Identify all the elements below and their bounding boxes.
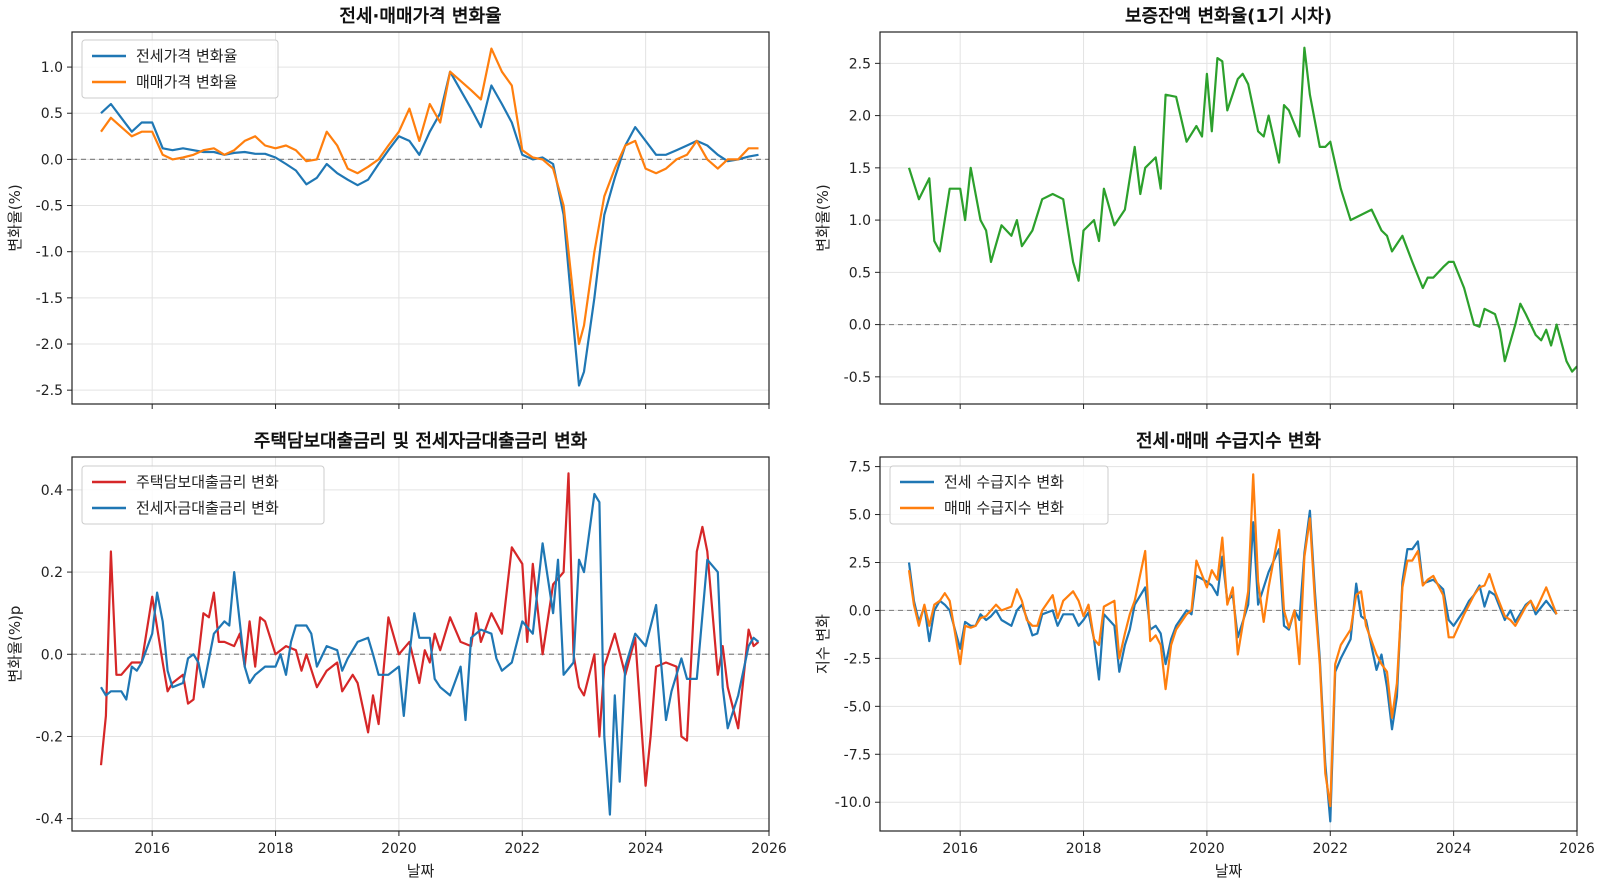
chart-title: 주택담보대출금리 및 전세자금대출금리 변화 xyxy=(254,431,588,452)
x-tick-label: 2024 xyxy=(1436,841,1472,857)
y-tick-label: 0.4 xyxy=(41,483,63,499)
plot-frame xyxy=(879,456,1578,832)
legend-label: 매매 수급지수 변화 xyxy=(944,499,1064,517)
y-tick-label: 1.0 xyxy=(41,60,63,76)
series-line-1 xyxy=(100,492,760,816)
plot-frame xyxy=(879,31,1578,405)
legend-label: 전세자금대출금리 변화 xyxy=(136,499,279,517)
series-line-1 xyxy=(907,473,1558,808)
y-tick-label: 5.0 xyxy=(849,508,871,524)
y-tick-label: 0.5 xyxy=(41,106,63,122)
x-tick-label: 2018 xyxy=(258,841,294,857)
x-tick-label: 2020 xyxy=(1189,841,1225,857)
legend-label: 매매가격 변화율 xyxy=(136,73,237,91)
y-tick-label: 0.0 xyxy=(41,152,63,168)
y-tick-label: -7.5 xyxy=(844,747,871,763)
y-tick-label: -0.5 xyxy=(844,370,871,386)
plot-frame xyxy=(71,456,770,832)
y-tick-label: 1.0 xyxy=(849,213,871,229)
y-tick-label: -1.5 xyxy=(36,291,63,307)
y-tick-label: 0.2 xyxy=(41,565,63,581)
legend-label: 전세가격 변화율 xyxy=(136,47,237,65)
chart-panel-2: 2016 2018 2020 2022 2024 2026 0.4 0.2 0.0 -0.2 -0.… xyxy=(6,431,787,880)
x-tick-label: 2022 xyxy=(1312,841,1348,857)
y-tick-label: 0.0 xyxy=(849,603,871,619)
y-tick-label: 2.5 xyxy=(849,555,871,571)
legend-box xyxy=(81,465,325,525)
y-tick-label: 0.0 xyxy=(849,318,871,334)
x-tick-label: 2022 xyxy=(504,841,540,857)
y-axis-label: 변화율(%) xyxy=(814,184,832,251)
y-tick-label: 2.5 xyxy=(849,56,871,72)
y-tick-label: 1.5 xyxy=(849,161,871,177)
y-tick-label: -5.0 xyxy=(844,699,871,715)
chart-panel-3: 2016 2018 2020 2022 2024 2026 7.5 5.0 2.5 0.0 -2.5… xyxy=(814,431,1595,880)
x-tick-label: 2026 xyxy=(1559,841,1595,857)
y-tick-label: 2.0 xyxy=(849,109,871,125)
x-axis-label: 날짜 xyxy=(1215,862,1243,880)
y-tick-label: -0.4 xyxy=(36,812,63,828)
x-tick-label: 2026 xyxy=(751,841,787,857)
y-tick-label: -2.5 xyxy=(36,383,63,399)
legend-label: 주택담보대출금리 변화 xyxy=(136,473,279,491)
legend-box xyxy=(81,39,279,99)
x-tick-label: 2024 xyxy=(628,841,664,857)
series-line-0 xyxy=(99,472,760,787)
y-axis-label: 지수 변화 xyxy=(814,614,832,674)
legend-label: 전세 수급지수 변화 xyxy=(944,473,1064,491)
series-line-0 xyxy=(907,509,1558,823)
x-tick-label: 2016 xyxy=(134,841,170,857)
y-tick-label: -2.0 xyxy=(36,337,63,353)
y-axis-label: 변화율(%)p xyxy=(6,606,24,683)
chart-panel-0: 1.0 0.5 0.0 -0.5 -1.0 -1.5 -2.0 -2.5 전세·매매가격 변화율… xyxy=(6,6,770,409)
y-tick-label: -10.0 xyxy=(835,795,871,811)
y-tick-label: -0.2 xyxy=(36,729,63,745)
x-tick-label: 2018 xyxy=(1066,841,1102,857)
y-tick-label: -0.5 xyxy=(36,199,63,215)
series-line-1 xyxy=(100,47,759,346)
x-axis-label: 날짜 xyxy=(407,862,435,880)
y-tick-label: 0.0 xyxy=(41,647,63,663)
series-line-0 xyxy=(100,70,759,387)
chart-title: 보증잔액 변화율(1기 시차) xyxy=(1125,6,1332,27)
y-tick-label: 0.5 xyxy=(849,265,871,281)
y-axis-label: 변화율(%) xyxy=(6,184,24,251)
y-tick-label: 7.5 xyxy=(849,460,871,476)
chart-title: 전세·매매 수급지수 변화 xyxy=(1136,431,1321,452)
plot-frame xyxy=(71,31,770,405)
x-tick-label: 2016 xyxy=(942,841,978,857)
chart-panel-1: 2.5 2.0 1.5 1.0 0.5 0.0 -0.5 보증잔액 변화율(1기 시차) 변화율… xyxy=(814,6,1578,409)
x-tick-label: 2020 xyxy=(381,841,417,857)
chart-title: 전세·매매가격 변화율 xyxy=(339,6,501,27)
legend-box xyxy=(889,465,1109,525)
series-line-0 xyxy=(907,46,1577,373)
y-tick-label: -2.5 xyxy=(844,651,871,667)
y-tick-label: -1.0 xyxy=(36,245,63,261)
